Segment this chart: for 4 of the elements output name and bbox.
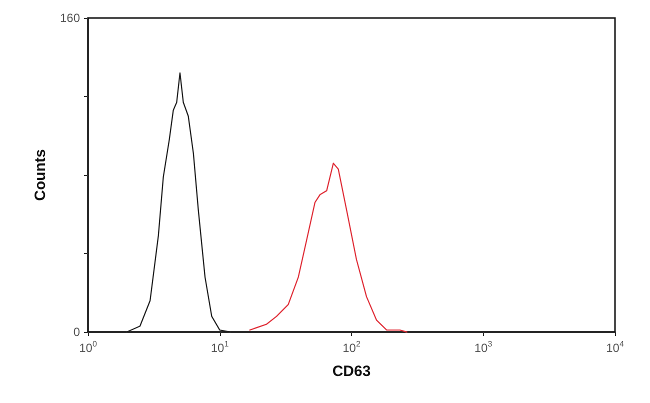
x-axis-title: CD63 bbox=[332, 363, 371, 380]
y-axis-title: Counts bbox=[32, 149, 49, 201]
y-tick-label: 0 bbox=[73, 325, 80, 339]
y-tick-label: 160 bbox=[60, 11, 80, 25]
